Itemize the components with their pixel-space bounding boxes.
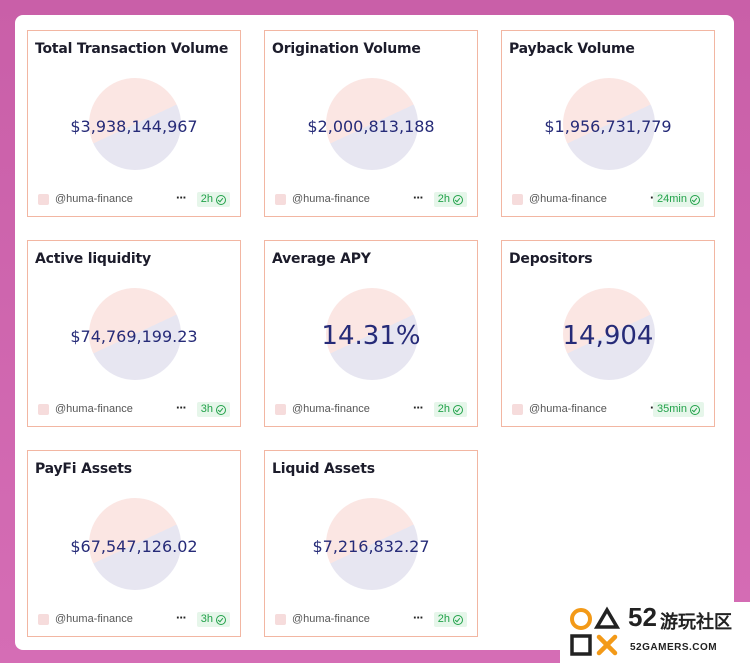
author-handle[interactable]: @huma-finance xyxy=(292,613,370,625)
card-blob xyxy=(563,288,655,380)
card-footer: @huma-finance ··· 3h xyxy=(38,400,230,418)
author-handle[interactable]: @huma-finance xyxy=(292,403,370,415)
avatar xyxy=(275,404,286,415)
author-handle[interactable]: @huma-finance xyxy=(55,193,133,205)
check-circle-icon xyxy=(216,614,226,625)
card-title: Average APY xyxy=(272,251,371,267)
card-title: Active liquidity xyxy=(35,251,151,267)
gamepad-symbols-icon xyxy=(570,606,620,656)
card-title: Payback Volume xyxy=(509,41,635,57)
card-value: $74,769,199.23 xyxy=(70,327,198,346)
more-options-icon[interactable]: ··· xyxy=(413,190,424,205)
metric-card-payback-volume[interactable]: Payback Volume $1,956,731,779 @huma-fina… xyxy=(501,30,715,217)
metric-card-average-apy[interactable]: Average APY 14.31% @huma-finance ··· 2h xyxy=(264,240,478,427)
refresh-age-badge: 3h xyxy=(196,402,230,417)
card-footer: @huma-finance ··· 35min xyxy=(512,400,704,418)
age-label: 2h xyxy=(437,193,450,205)
card-title: Origination Volume xyxy=(272,41,421,57)
more-options-icon[interactable]: ··· xyxy=(176,400,187,415)
avatar xyxy=(512,194,523,205)
check-circle-icon xyxy=(690,404,700,415)
card-value: $7,216,832.27 xyxy=(312,537,430,556)
metric-card-payfi-assets[interactable]: PayFi Assets $67,547,126.02 @huma-financ… xyxy=(27,450,241,637)
card-blob xyxy=(89,78,181,170)
avatar xyxy=(38,194,49,205)
card-footer: @huma-finance ··· 2h xyxy=(275,400,467,418)
check-circle-icon xyxy=(453,194,463,205)
refresh-age-badge: 2h xyxy=(196,192,230,207)
check-circle-icon xyxy=(453,404,463,415)
card-footer: @huma-finance ··· 24min xyxy=(512,190,704,208)
card-footer: @huma-finance ··· 2h xyxy=(275,610,467,628)
check-circle-icon xyxy=(690,194,700,205)
refresh-age-badge: 35min xyxy=(653,402,704,417)
more-options-icon[interactable]: ··· xyxy=(176,610,187,625)
card-value: 14.31% xyxy=(321,321,421,351)
avatar xyxy=(38,404,49,415)
age-label: 2h xyxy=(437,613,450,625)
age-label: 2h xyxy=(437,403,450,415)
card-blob xyxy=(89,288,181,380)
age-label: 3h xyxy=(200,403,213,415)
card-title: Liquid Assets xyxy=(272,461,375,477)
metric-card-active-liquidity[interactable]: Active liquidity $74,769,199.23 @huma-fi… xyxy=(27,240,241,427)
card-title: Total Transaction Volume xyxy=(35,41,229,57)
card-footer: @huma-finance ··· 2h xyxy=(275,190,467,208)
author-handle[interactable]: @huma-finance xyxy=(529,193,607,205)
card-footer: @huma-finance ··· 3h xyxy=(38,610,230,628)
author-handle[interactable]: @huma-finance xyxy=(55,403,133,415)
check-circle-icon xyxy=(216,404,226,415)
age-label: 2h xyxy=(200,193,213,205)
watermark-domain: 52GAMERS.COM xyxy=(630,642,718,653)
card-title: Depositors xyxy=(509,251,593,267)
card-blob xyxy=(326,78,418,170)
more-options-icon[interactable]: ··· xyxy=(176,190,187,205)
card-blob xyxy=(563,78,655,170)
avatar xyxy=(275,194,286,205)
card-value: $3,938,144,967 xyxy=(70,117,198,136)
refresh-age-badge: 24min xyxy=(653,192,704,207)
card-blob xyxy=(326,288,418,380)
metric-card-total-transaction-volume[interactable]: Total Transaction Volume $3,938,144,967 … xyxy=(27,30,241,217)
card-value: $1,956,731,779 xyxy=(544,117,672,136)
metric-card-liquid-assets[interactable]: Liquid Assets $7,216,832.27 @huma-financ… xyxy=(264,450,478,637)
age-label: 3h xyxy=(200,613,213,625)
avatar xyxy=(512,404,523,415)
refresh-age-badge: 2h xyxy=(433,192,467,207)
age-label: 35min xyxy=(657,403,687,415)
dashboard-panel: Total Transaction Volume $3,938,144,967 … xyxy=(15,15,734,650)
metric-card-depositors[interactable]: Depositors 14,904 @huma-finance ··· 35mi… xyxy=(501,240,715,427)
author-handle[interactable]: @huma-finance xyxy=(529,403,607,415)
card-blob xyxy=(89,498,181,590)
more-options-icon[interactable]: ··· xyxy=(413,400,424,415)
card-footer: @huma-finance ··· 2h xyxy=(38,190,230,208)
avatar xyxy=(275,614,286,625)
refresh-age-badge: 3h xyxy=(196,612,230,627)
card-title: PayFi Assets xyxy=(35,461,132,477)
refresh-age-badge: 2h xyxy=(433,402,467,417)
watermark-number: 52 xyxy=(628,602,657,632)
watermark: 52 游玩社区 52GAMERS.COM xyxy=(560,602,750,663)
author-handle[interactable]: @huma-finance xyxy=(55,613,133,625)
refresh-age-badge: 2h xyxy=(433,612,467,627)
author-handle[interactable]: @huma-finance xyxy=(292,193,370,205)
check-circle-icon xyxy=(453,614,463,625)
check-circle-icon xyxy=(216,194,226,205)
card-value: $67,547,126.02 xyxy=(70,537,198,556)
age-label: 24min xyxy=(657,193,687,205)
metric-card-origination-volume[interactable]: Origination Volume $2,000,813,188 @huma-… xyxy=(264,30,478,217)
card-value: $2,000,813,188 xyxy=(307,117,435,136)
card-value: 14,904 xyxy=(562,321,654,351)
card-blob xyxy=(326,498,418,590)
avatar xyxy=(38,614,49,625)
watermark-chinese: 游玩社区 xyxy=(660,612,732,633)
more-options-icon[interactable]: ··· xyxy=(413,610,424,625)
